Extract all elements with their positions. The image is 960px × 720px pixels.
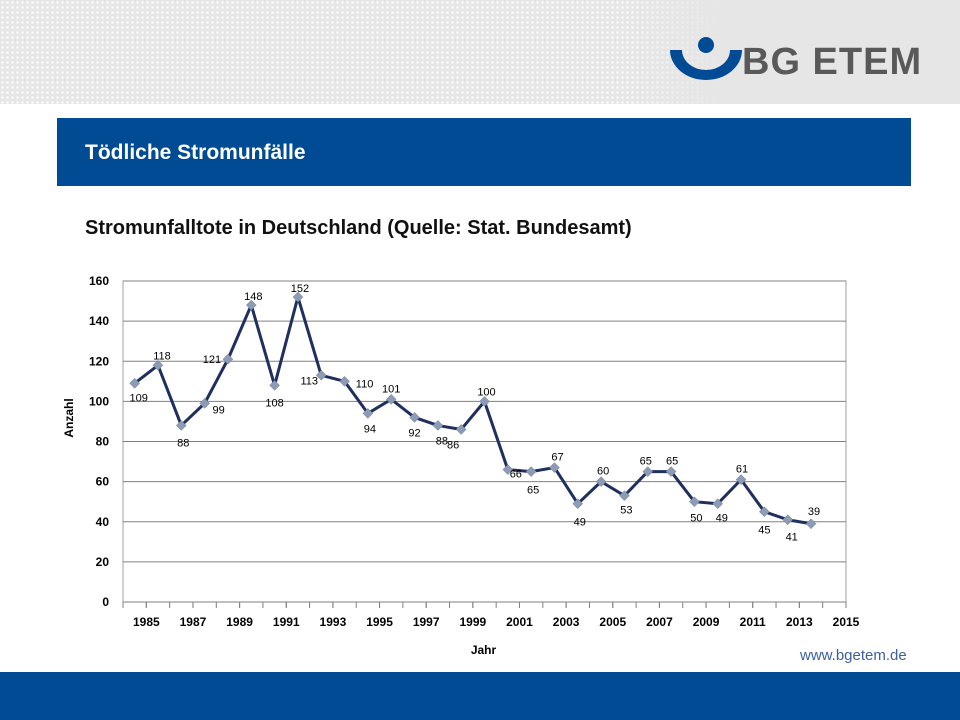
x-tick-label: 1985 — [133, 615, 160, 629]
data-point — [269, 379, 280, 391]
data-point — [292, 291, 304, 303]
data-label: 49 — [716, 513, 728, 525]
data-label: 118 — [153, 350, 171, 362]
data-label: 110 — [356, 378, 374, 390]
data-label: 94 — [364, 423, 376, 435]
y-axis-title: Anzahl — [62, 398, 76, 437]
data-label: 45 — [758, 525, 770, 537]
data-label: 152 — [291, 283, 309, 295]
series-line — [133, 295, 812, 526]
data-point — [385, 394, 397, 405]
data-label: 99 — [213, 404, 225, 416]
data-label: 88 — [177, 437, 189, 449]
data-label: 92 — [408, 427, 420, 439]
x-tick-label: 1999 — [459, 615, 486, 629]
data-point — [339, 375, 350, 387]
x-tick-label: 2009 — [693, 615, 720, 629]
y-tick-label: 20 — [96, 555, 110, 569]
brand-name: BG ETEM — [742, 41, 923, 83]
data-point — [689, 496, 700, 508]
y-tick-label: 80 — [96, 435, 110, 449]
y-tick-label: 40 — [96, 515, 110, 529]
x-tick-label: 1995 — [366, 615, 393, 629]
data-point — [735, 474, 747, 485]
logo-arc-icon — [670, 50, 742, 80]
data-point — [432, 420, 444, 431]
data-label: 148 — [244, 291, 262, 303]
logo-dot-icon — [698, 37, 714, 53]
x-tick-label: 1987 — [180, 615, 207, 629]
data-point — [759, 506, 770, 518]
y-tick-label: 140 — [89, 314, 109, 328]
data-label: 121 — [203, 354, 221, 366]
footer-bar — [0, 672, 960, 720]
data-point — [805, 518, 817, 530]
page-title: Tödliche Stromunfälle — [85, 141, 306, 164]
x-tick-label: 2001 — [506, 615, 533, 629]
data-label: 108 — [265, 397, 283, 409]
data-point — [315, 369, 327, 381]
data-label: 65 — [640, 456, 652, 468]
x-tick-label: 2005 — [599, 615, 626, 629]
data-point — [479, 396, 490, 407]
data-point — [619, 490, 630, 502]
data-label: 66 — [510, 469, 522, 481]
y-tick-label: 0 — [102, 595, 109, 609]
data-label: 109 — [129, 392, 147, 404]
data-point — [362, 408, 374, 419]
data-point — [525, 466, 537, 477]
data-point — [642, 466, 654, 477]
data-label: 86 — [447, 439, 459, 451]
data-label: 101 — [382, 383, 400, 395]
data-point — [175, 420, 187, 431]
y-tick-label: 120 — [89, 354, 109, 368]
data-point — [572, 498, 584, 510]
data-label: 49 — [574, 517, 586, 529]
bg-etem-logo — [670, 37, 742, 80]
data-label: 67 — [551, 452, 563, 464]
data-label: 50 — [690, 513, 702, 525]
y-tick-label: 60 — [96, 475, 110, 489]
data-point — [455, 424, 467, 435]
x-tick-label: 2015 — [833, 615, 860, 629]
data-point — [129, 377, 141, 389]
data-point — [665, 466, 677, 477]
x-tick-label: 2011 — [740, 615, 766, 629]
data-label: 65 — [666, 456, 678, 468]
chart-title: Stromunfalltote in Deutschland (Quelle: … — [85, 217, 632, 239]
y-tick-label: 100 — [89, 394, 109, 408]
x-tick-label: 1997 — [413, 615, 440, 629]
data-point — [409, 412, 420, 423]
x-tick-label: 1993 — [320, 615, 347, 629]
data-point — [222, 353, 234, 365]
footer-url[interactable]: www.bgetem.de — [800, 647, 907, 664]
data-point — [712, 498, 724, 510]
data-point — [782, 514, 794, 526]
data-point — [199, 398, 210, 409]
data-label: 53 — [620, 505, 632, 517]
title-bar: Tödliche Stromunfälle — [57, 118, 911, 186]
data-label: 113 — [300, 375, 318, 387]
data-point — [152, 359, 164, 371]
data-label: 88 — [436, 435, 448, 447]
x-tick-label: 1989 — [226, 615, 253, 629]
x-tick-label: 2007 — [646, 615, 673, 629]
x-axis-title: Jahr — [471, 643, 497, 657]
data-label: 39 — [808, 506, 820, 518]
data-label: 100 — [477, 386, 495, 398]
data-point — [245, 299, 257, 311]
y-tick-label: 160 — [89, 274, 109, 288]
x-tick-label: 2003 — [553, 615, 580, 629]
data-label: 65 — [527, 485, 539, 497]
data-point — [502, 464, 514, 475]
data-label: 60 — [597, 466, 609, 478]
data-point — [549, 462, 560, 473]
data-point — [595, 476, 607, 487]
x-tick-label: 2013 — [786, 615, 813, 629]
x-tick-label: 1991 — [273, 615, 300, 629]
data-label: 41 — [786, 532, 798, 544]
data-label: 61 — [736, 464, 748, 476]
